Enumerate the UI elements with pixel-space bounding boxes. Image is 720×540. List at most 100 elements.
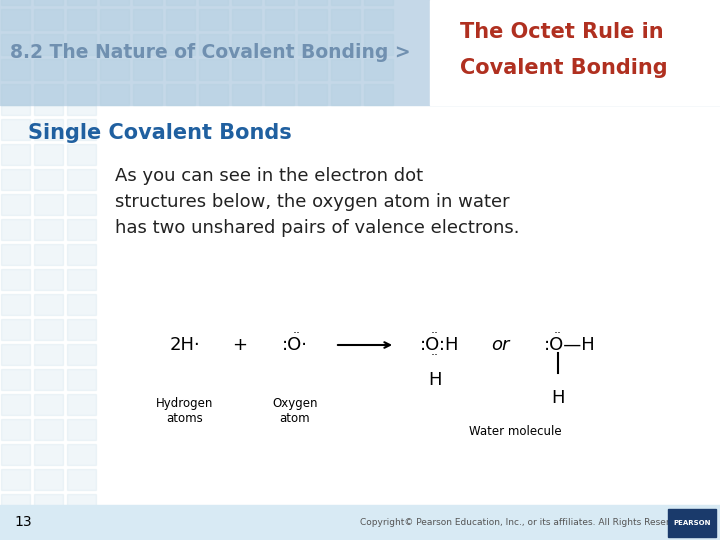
Bar xyxy=(66,219,96,240)
Bar xyxy=(1,268,30,289)
Bar xyxy=(1,219,30,240)
Bar xyxy=(34,494,63,515)
Bar xyxy=(34,33,63,55)
Bar xyxy=(364,58,392,79)
Bar xyxy=(66,294,96,314)
Bar xyxy=(1,58,30,79)
Bar xyxy=(199,33,228,55)
Bar xyxy=(1,518,30,539)
Bar xyxy=(34,418,63,440)
Bar xyxy=(34,268,63,289)
Bar xyxy=(166,58,194,79)
Bar xyxy=(34,343,63,364)
Bar xyxy=(330,58,359,79)
Bar xyxy=(264,58,294,79)
Bar xyxy=(364,0,392,4)
Bar xyxy=(34,9,63,30)
Text: :O:H: :O:H xyxy=(420,336,460,354)
Bar xyxy=(132,33,161,55)
Bar xyxy=(34,394,63,415)
Text: :O—H: :O—H xyxy=(544,336,596,354)
Text: 13: 13 xyxy=(14,516,32,530)
Bar xyxy=(166,33,194,55)
Bar xyxy=(364,84,392,105)
Bar xyxy=(34,93,63,114)
Bar xyxy=(166,0,194,4)
Bar xyxy=(66,418,96,440)
Text: Copyright© Pearson Education, Inc., or its affiliates. All Rights Reserved.: Copyright© Pearson Education, Inc., or i… xyxy=(360,518,689,527)
Bar xyxy=(330,9,359,30)
Bar xyxy=(330,84,359,105)
Bar xyxy=(66,394,96,415)
Bar xyxy=(66,343,96,364)
Bar xyxy=(1,84,30,105)
Bar xyxy=(668,509,716,537)
Bar xyxy=(1,469,30,489)
Bar xyxy=(1,343,30,364)
Bar xyxy=(199,9,228,30)
Bar xyxy=(232,33,261,55)
Text: ··: ·· xyxy=(293,327,301,341)
Bar xyxy=(1,193,30,214)
Text: ··: ·· xyxy=(431,327,439,341)
Bar xyxy=(132,9,161,30)
Bar xyxy=(34,443,63,464)
Bar xyxy=(66,518,96,539)
Bar xyxy=(1,33,30,55)
Bar xyxy=(66,368,96,389)
Bar xyxy=(1,0,30,4)
Bar xyxy=(1,294,30,314)
Bar xyxy=(132,0,161,4)
Bar xyxy=(264,84,294,105)
Bar xyxy=(430,0,720,105)
Bar xyxy=(132,58,161,79)
Text: or: or xyxy=(491,336,509,354)
Text: PEARSON: PEARSON xyxy=(673,520,711,526)
Bar xyxy=(34,518,63,539)
Bar xyxy=(66,494,96,515)
Bar xyxy=(1,9,30,30)
Text: :O·: :O· xyxy=(282,336,308,354)
Text: 8.2 The Nature of Covalent Bonding >: 8.2 The Nature of Covalent Bonding > xyxy=(10,43,410,62)
Bar xyxy=(34,219,63,240)
Text: Single Covalent Bonds: Single Covalent Bonds xyxy=(28,123,292,143)
Bar xyxy=(1,394,30,415)
Text: The Octet Rule in: The Octet Rule in xyxy=(460,22,664,42)
Text: +: + xyxy=(233,336,248,354)
Bar xyxy=(232,58,261,79)
Text: H: H xyxy=(428,371,442,389)
Bar xyxy=(34,319,63,340)
Bar xyxy=(0,505,720,540)
Bar xyxy=(66,58,96,79)
Bar xyxy=(66,118,96,139)
Bar xyxy=(199,84,228,105)
Bar xyxy=(330,33,359,55)
Bar xyxy=(297,9,326,30)
Bar xyxy=(66,443,96,464)
Bar xyxy=(1,443,30,464)
Bar xyxy=(34,144,63,165)
Bar xyxy=(66,0,96,4)
Bar xyxy=(34,84,63,105)
Text: has two unshared pairs of valence electrons.: has two unshared pairs of valence electr… xyxy=(115,219,520,237)
Bar xyxy=(330,0,359,4)
Text: Covalent Bonding: Covalent Bonding xyxy=(460,58,667,78)
Bar xyxy=(0,0,720,105)
Bar xyxy=(66,144,96,165)
Bar xyxy=(1,118,30,139)
Text: Water molecule: Water molecule xyxy=(469,425,562,438)
Text: As you can see in the electron dot: As you can see in the electron dot xyxy=(115,167,423,185)
Bar xyxy=(1,93,30,114)
Bar xyxy=(166,9,194,30)
Text: ··: ·· xyxy=(554,327,562,341)
Bar xyxy=(1,368,30,389)
Bar xyxy=(99,33,128,55)
Bar xyxy=(297,58,326,79)
Bar xyxy=(132,84,161,105)
Bar xyxy=(1,144,30,165)
Bar xyxy=(1,168,30,190)
Bar xyxy=(66,469,96,489)
Bar xyxy=(1,418,30,440)
Bar xyxy=(166,84,194,105)
Bar xyxy=(232,84,261,105)
